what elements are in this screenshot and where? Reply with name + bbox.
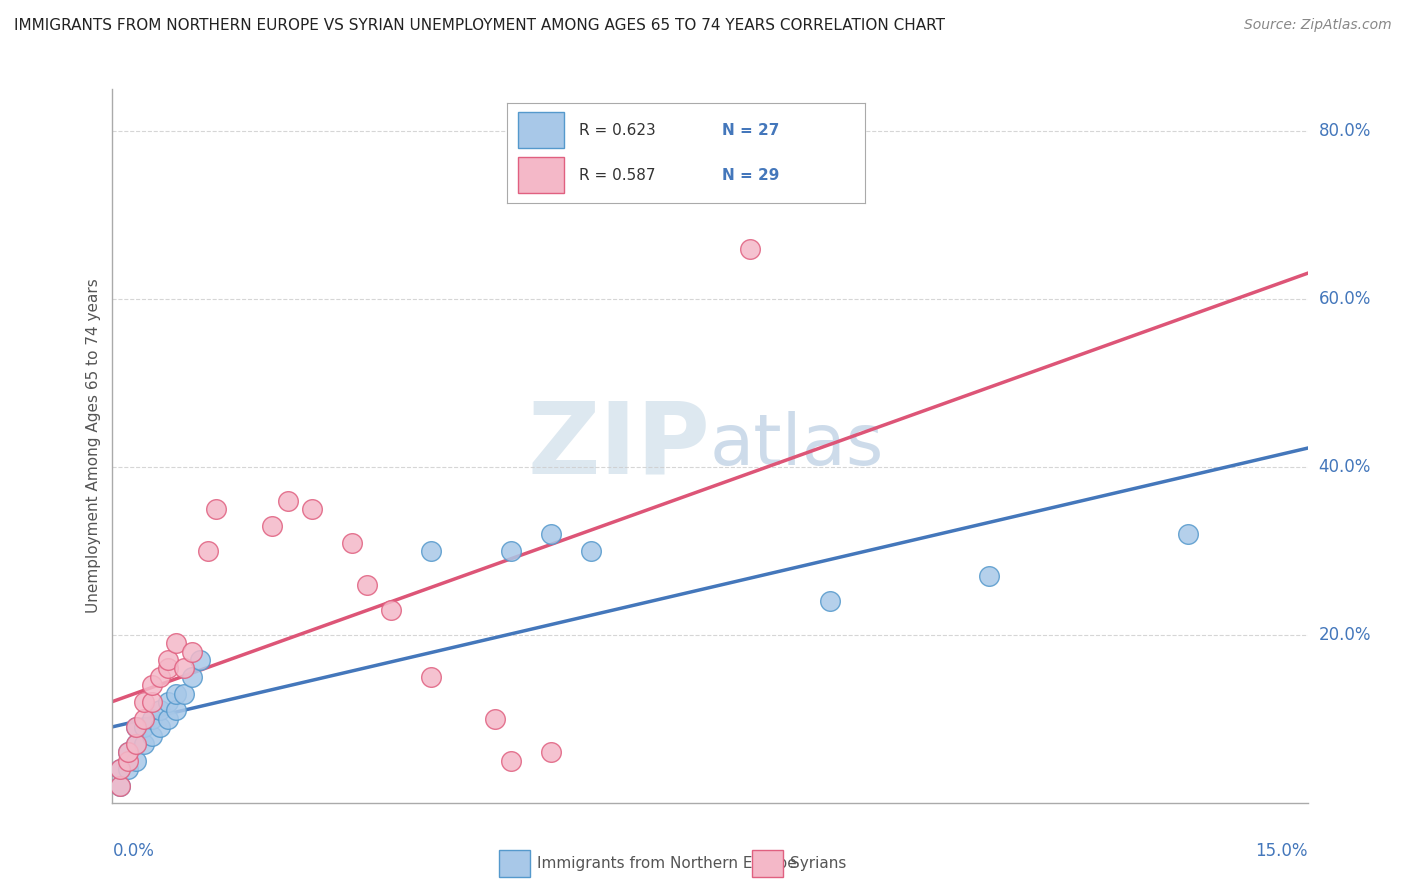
Point xyxy=(110,779,132,793)
Point xyxy=(134,695,156,709)
Point xyxy=(125,720,148,734)
Text: 60.0%: 60.0% xyxy=(1319,290,1371,308)
Point xyxy=(205,502,228,516)
Point xyxy=(149,720,172,734)
Point xyxy=(165,687,187,701)
Point xyxy=(301,502,323,516)
Text: atlas: atlas xyxy=(710,411,884,481)
Point xyxy=(125,720,148,734)
Point xyxy=(260,518,283,533)
Point xyxy=(165,636,187,650)
Point xyxy=(540,746,562,760)
Point xyxy=(134,712,156,726)
Text: 0.0%: 0.0% xyxy=(112,842,155,860)
Point xyxy=(110,779,132,793)
Point xyxy=(149,703,172,717)
Point xyxy=(380,603,402,617)
Point xyxy=(420,544,443,558)
Y-axis label: Unemployment Among Ages 65 to 74 years: Unemployment Among Ages 65 to 74 years xyxy=(86,278,101,614)
Point xyxy=(157,712,180,726)
Point xyxy=(188,653,211,667)
Point xyxy=(340,535,363,549)
Point xyxy=(125,737,148,751)
Point xyxy=(197,544,219,558)
Point xyxy=(141,729,163,743)
Point xyxy=(1177,527,1199,541)
Point xyxy=(420,670,443,684)
Point xyxy=(117,754,139,768)
Text: 40.0%: 40.0% xyxy=(1319,458,1371,476)
Point xyxy=(738,242,761,256)
Point xyxy=(157,653,180,667)
Text: Immigrants from Northern Europe: Immigrants from Northern Europe xyxy=(537,856,797,871)
Point xyxy=(117,762,139,776)
Point xyxy=(173,661,195,675)
Point xyxy=(277,493,299,508)
Point xyxy=(117,746,139,760)
Point xyxy=(125,737,148,751)
Text: IMMIGRANTS FROM NORTHERN EUROPE VS SYRIAN UNEMPLOYMENT AMONG AGES 65 TO 74 YEARS: IMMIGRANTS FROM NORTHERN EUROPE VS SYRIA… xyxy=(14,18,945,33)
Point xyxy=(149,670,172,684)
Point xyxy=(499,544,522,558)
Point xyxy=(134,720,156,734)
Text: 80.0%: 80.0% xyxy=(1319,122,1371,140)
Text: 20.0%: 20.0% xyxy=(1319,626,1371,644)
Point xyxy=(181,645,204,659)
Point xyxy=(818,594,841,608)
Text: Source: ZipAtlas.com: Source: ZipAtlas.com xyxy=(1244,18,1392,32)
Point xyxy=(125,754,148,768)
Point xyxy=(173,687,195,701)
Point xyxy=(356,577,378,591)
Point xyxy=(110,762,132,776)
Point xyxy=(117,746,139,760)
Point xyxy=(977,569,1000,583)
Text: Syrians: Syrians xyxy=(790,856,846,871)
Point xyxy=(141,712,163,726)
Point xyxy=(110,762,132,776)
Point xyxy=(540,527,562,541)
Text: ZIP: ZIP xyxy=(527,398,710,494)
Point xyxy=(141,678,163,692)
Point xyxy=(157,661,180,675)
Point xyxy=(134,737,156,751)
Point xyxy=(484,712,506,726)
Point xyxy=(579,544,602,558)
Point xyxy=(141,695,163,709)
Point xyxy=(157,695,180,709)
Point xyxy=(165,703,187,717)
Point xyxy=(181,670,204,684)
Text: 15.0%: 15.0% xyxy=(1256,842,1308,860)
Point xyxy=(499,754,522,768)
